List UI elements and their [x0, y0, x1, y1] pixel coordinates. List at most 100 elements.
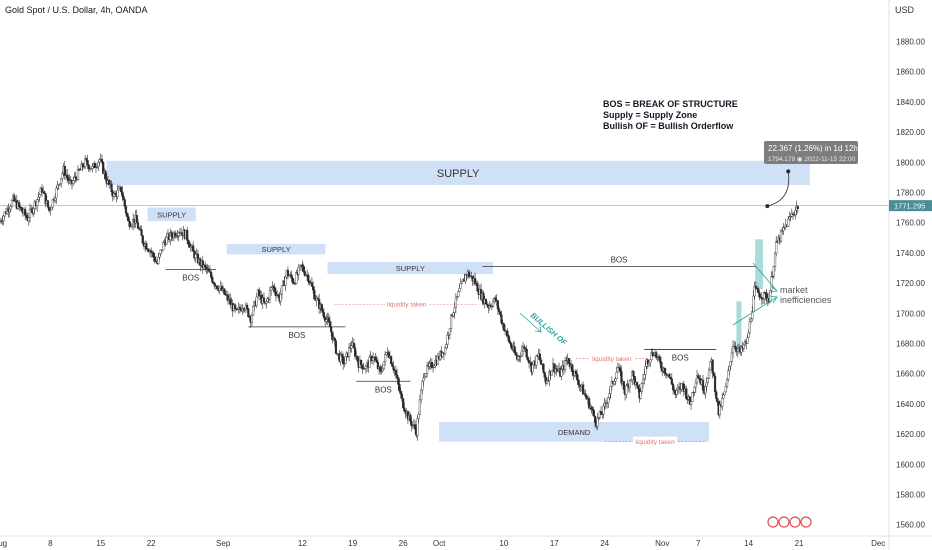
candle-body	[55, 187, 58, 199]
candle-body	[410, 420, 413, 427]
candle-body	[218, 287, 221, 291]
candle-body	[262, 297, 266, 303]
price-tick-label: 1600.00	[896, 460, 925, 469]
candle-body	[758, 292, 761, 298]
candle-body	[291, 277, 294, 283]
candle-body	[37, 196, 40, 200]
candle-body	[391, 363, 394, 367]
candle-body	[18, 202, 21, 207]
candle-body	[255, 296, 258, 306]
candle-body	[543, 372, 546, 378]
us-flag-icon[interactable]	[789, 516, 801, 528]
candle-body	[731, 345, 735, 354]
candle-body	[247, 308, 250, 317]
candle-body	[675, 389, 678, 395]
candle-body	[273, 287, 276, 293]
inefficiency-arrowhead-upper	[769, 285, 778, 293]
candle-body	[663, 367, 666, 374]
price-tick-label: 1700.00	[896, 309, 925, 318]
us-flag-icon[interactable]	[778, 516, 790, 528]
candle-body	[724, 385, 727, 393]
price-tick-label: 1720.00	[896, 279, 925, 288]
candle-body	[773, 252, 777, 267]
candle-body	[136, 222, 140, 229]
supply-zone	[106, 160, 810, 185]
price-tick-label: 1560.00	[896, 521, 925, 530]
candle-body	[364, 365, 368, 369]
time-tick-label: Oct	[433, 539, 446, 548]
candle-body	[622, 381, 625, 390]
candle-body	[428, 363, 431, 367]
candle-body	[216, 285, 219, 289]
candle-body	[270, 287, 273, 291]
candle-body	[104, 171, 107, 180]
candle-body	[375, 359, 378, 363]
us-flag-icon[interactable]	[800, 516, 812, 528]
candle-body	[637, 384, 640, 389]
candle-body	[563, 360, 567, 370]
candle-body	[379, 366, 382, 372]
chart-title: Gold Spot / U.S. Dollar, 4h, OANDA	[5, 5, 148, 15]
candle-body	[709, 361, 712, 370]
candle-body	[497, 308, 501, 313]
candle-body	[455, 296, 459, 298]
candle-body	[664, 373, 667, 375]
candle-body	[751, 311, 754, 320]
candle-body	[671, 384, 675, 390]
candle-body	[689, 401, 693, 405]
candle-body	[445, 344, 448, 349]
news-icons[interactable]	[767, 516, 812, 528]
candle-body	[542, 363, 545, 373]
candle-body	[608, 393, 611, 398]
price-tick-label: 1800.00	[896, 158, 925, 167]
candle-body	[514, 352, 517, 356]
projection-sub-label: 1794.179 ◉ 2022-11-15 22:00	[768, 156, 856, 163]
candle-body	[779, 230, 783, 242]
candle-body	[711, 359, 714, 374]
us-flag-icon[interactable]	[767, 516, 779, 528]
candle-body	[680, 383, 683, 390]
candle-body	[602, 405, 605, 415]
candle-body	[632, 370, 635, 377]
candle-body	[669, 377, 672, 380]
candle-body	[560, 369, 563, 377]
candle-body	[430, 362, 434, 368]
candle-body	[348, 347, 351, 358]
candle-body	[571, 364, 574, 373]
candle-body	[459, 283, 462, 289]
candle-body	[500, 314, 503, 324]
candle-body	[194, 253, 197, 259]
candle-body	[141, 235, 144, 244]
time-tick-label: 26	[399, 539, 408, 548]
candle-body	[587, 398, 591, 409]
inefficiency-block	[755, 239, 764, 290]
candle-body	[685, 388, 688, 399]
candle-body	[360, 360, 363, 366]
price-tick-label: 1840.00	[896, 98, 925, 107]
candle-body	[279, 293, 282, 302]
candle-body	[713, 375, 717, 392]
bos-label: BOS	[288, 331, 305, 340]
candle-body	[117, 187, 120, 191]
inefficiency-label-line1: market	[780, 285, 808, 295]
candle-body	[24, 209, 27, 216]
price-tick-label: 1740.00	[896, 249, 925, 258]
candle-body	[414, 424, 417, 430]
candle-body	[567, 358, 570, 364]
inefficiency-arrowhead-lower	[769, 295, 778, 304]
last-price-value: 1771.295	[894, 202, 925, 211]
candle-body	[252, 306, 255, 316]
candle-body	[340, 354, 344, 357]
candle-body	[396, 374, 399, 378]
candle-body	[640, 383, 643, 392]
candle-body	[721, 397, 724, 407]
candle-body	[38, 194, 41, 198]
candle-body	[651, 352, 654, 356]
candle-body	[344, 356, 347, 364]
inefficiency-block	[736, 301, 742, 350]
liquidity-label-bg	[384, 299, 429, 309]
last-price-badge	[889, 200, 932, 212]
candle-body	[584, 393, 587, 397]
